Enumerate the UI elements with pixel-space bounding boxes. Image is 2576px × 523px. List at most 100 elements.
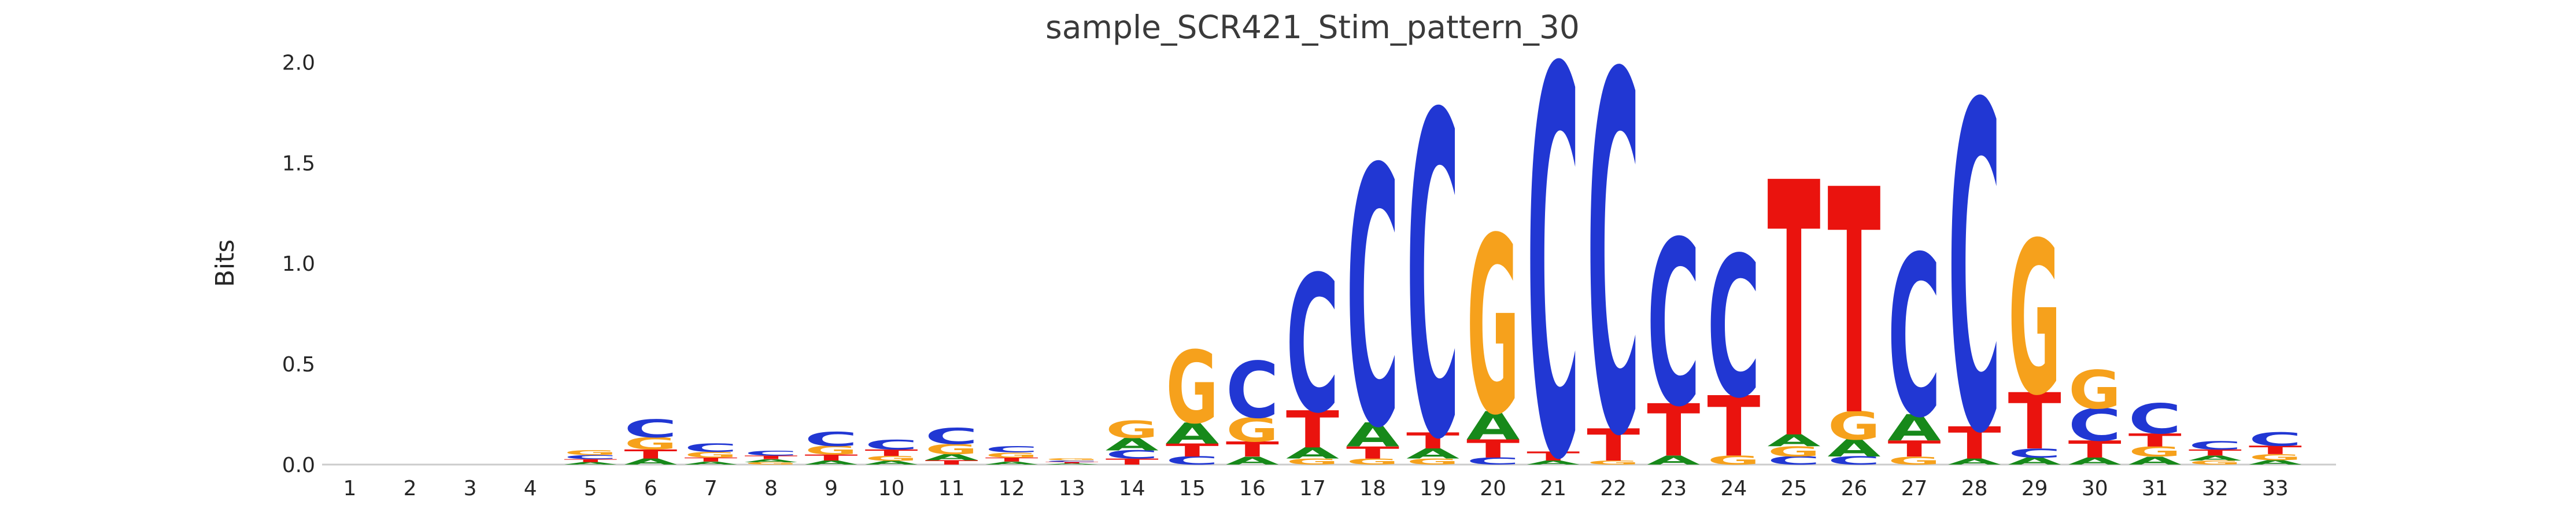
logo-letter-T-pos-15: T (1166, 440, 1219, 461)
x-tick-label: 7 (704, 477, 718, 500)
x-tick-label: 15 (1179, 477, 1206, 500)
logo-letter-C-pos-29: C (2008, 446, 2061, 461)
logo-letter-A-pos-10: A (865, 460, 918, 466)
logo-letter-G-pos-11: G (925, 441, 978, 458)
logo-letter-G-pos-12: G (985, 451, 1038, 459)
x-tick-label: 30 (2082, 477, 2108, 500)
logo-letter-T-pos-6: T (624, 447, 677, 462)
logo-letter-C-pos-21: C (1527, 0, 1580, 521)
logo-letter-C-pos-25: C (1767, 455, 1820, 467)
logo-letter-T-pos-28: T (1948, 418, 2001, 469)
logo-letter-A-pos-7: A (684, 461, 737, 465)
logo-letter-C-pos-12: C (985, 444, 1038, 455)
logo-letter-C-pos-28: C (1948, 11, 2001, 521)
logo-letter-T-pos-26: T (1827, 124, 1881, 484)
y-tick-label: 1.5 (282, 152, 315, 175)
logo-letter-A-pos-29: A (2008, 456, 2061, 467)
logo-letter-G-pos-17: G (1286, 457, 1339, 467)
logo-letter-T-pos-21: T (1527, 449, 1580, 463)
x-tick-label: 19 (1420, 477, 1446, 500)
x-tick-label: 26 (1841, 477, 1868, 500)
x-tick-label: 5 (584, 477, 597, 500)
logo-letter-T-pos-16: T (1226, 437, 1279, 462)
y-axis-ticks: 0.0 0.5 1.0 1.5 2.0 (282, 51, 315, 477)
logo-letter-T-pos-27: T (1888, 436, 1942, 462)
x-tick-label: 25 (1781, 477, 1808, 500)
logo-letter-A-pos-27: A (1888, 407, 1941, 449)
logo-letter-T-pos-30: T (2068, 436, 2122, 463)
logo-letter-T-pos-13: T (1045, 462, 1099, 464)
logo-letter-A-pos-23: A (1647, 453, 1700, 467)
x-tick-label: 31 (2142, 477, 2168, 500)
x-tick-label: 2 (404, 477, 417, 500)
logo-letter-C-pos-16: C (1226, 346, 1279, 436)
logo-letter-T-pos-12: T (985, 456, 1038, 463)
x-tick-label: 6 (644, 477, 657, 500)
logo-letter-A-pos-33: A (2249, 459, 2302, 466)
logo-letter-G-pos-18: G (1347, 457, 1399, 467)
logo-letter-C-pos-7: C (684, 442, 737, 455)
x-tick-label: 11 (938, 477, 965, 500)
logo-letter-A-pos-32: A (2189, 454, 2242, 462)
x-tick-label: 27 (1901, 477, 1928, 500)
x-tick-label: 22 (1600, 477, 1627, 500)
logo-letter-G-pos-31: G (2128, 444, 2181, 460)
logo-letter-T-pos-32: T (2189, 448, 2242, 458)
logo-letter-G-pos-14: G (1106, 417, 1158, 444)
x-axis-ticks: 1 2 3 4 5 6 7 8 9 10 11 12 13 14 15 16 17 18 19 20 21 22 23 24 2… (343, 477, 2289, 500)
y-tick-label: 0.5 (282, 353, 315, 377)
logo-letter-T-pos-7: T (684, 456, 737, 463)
logo-letter-A-pos-30: A (2068, 456, 2122, 467)
logo-letter-A-pos-5: A (564, 462, 617, 466)
logo-letter-G-pos-24: G (1708, 453, 1760, 467)
y-tick-label: 0.0 (282, 454, 315, 477)
logo-letter-T-pos-14: T (1106, 457, 1159, 467)
logo-letter-C-pos-15: C (1166, 455, 1219, 467)
logo-letter-C-pos-32: C (2189, 439, 2242, 452)
x-tick-label: 12 (999, 477, 1025, 500)
logo-letter-T-pos-17: T (1286, 400, 1339, 459)
x-tick-label: 9 (825, 477, 838, 500)
logo-letter-G-pos-26: G (1828, 403, 1880, 448)
logo-letter-G-pos-22: G (1587, 459, 1640, 466)
x-tick-label: 3 (464, 477, 477, 500)
y-axis-label: Bits (210, 240, 240, 288)
x-tick-label: 16 (1239, 477, 1266, 500)
logo-letter-C-pos-5: C (564, 454, 617, 461)
x-tick-label: 23 (1660, 477, 1687, 500)
logo-letter-G-pos-8: G (745, 462, 797, 466)
x-tick-label: 32 (2202, 477, 2228, 500)
logo-letter-T-pos-8: T (744, 455, 797, 461)
logo-letter-G-pos-29: G (2008, 198, 2061, 442)
logo-letter-A-pos-13: A (1045, 463, 1099, 465)
x-tick-label: 20 (1480, 477, 1506, 500)
logo-letter-G-pos-25: G (1768, 444, 1820, 460)
logo-letter-T-pos-9: T (804, 453, 858, 463)
logo-letter-T-pos-25: T (1767, 109, 1821, 517)
logo-letter-A-pos-28: A (1948, 457, 2002, 467)
logo-letter-C-pos-31: C (2128, 395, 2182, 443)
x-tick-label: 28 (1961, 477, 1988, 500)
logo-letter-C-pos-27: C (1888, 209, 1941, 466)
logo-letter-G-pos-15: G (1166, 331, 1218, 447)
logo-letter-T-pos-11: T (925, 459, 978, 466)
logo-letter-A-pos-11: A (925, 452, 979, 462)
logo-letter-A-pos-8: A (744, 458, 797, 463)
logo-letter-A-pos-21: A (1527, 459, 1580, 466)
logo-letter-G-pos-5: G (564, 449, 617, 457)
x-tick-label: 4 (524, 477, 537, 500)
logo-letter-C-pos-33: C (2249, 428, 2302, 450)
logo-letter-T-pos-23: T (1647, 389, 1700, 473)
logo-letter-G-pos-16: G (1226, 411, 1278, 450)
x-tick-label: 10 (878, 477, 905, 500)
x-tick-label: 33 (2262, 477, 2289, 500)
logo-letter-T-pos-10: T (865, 448, 918, 458)
logo-letter-T-pos-24: T (1707, 379, 1760, 476)
logo-letter-C-pos-19: C (1406, 23, 1459, 521)
logo-letter-T-pos-31: T (2128, 430, 2182, 451)
logo-letter-G-pos-33: G (2249, 452, 2301, 462)
logo-letter-A-pos-31: A (2128, 455, 2182, 467)
